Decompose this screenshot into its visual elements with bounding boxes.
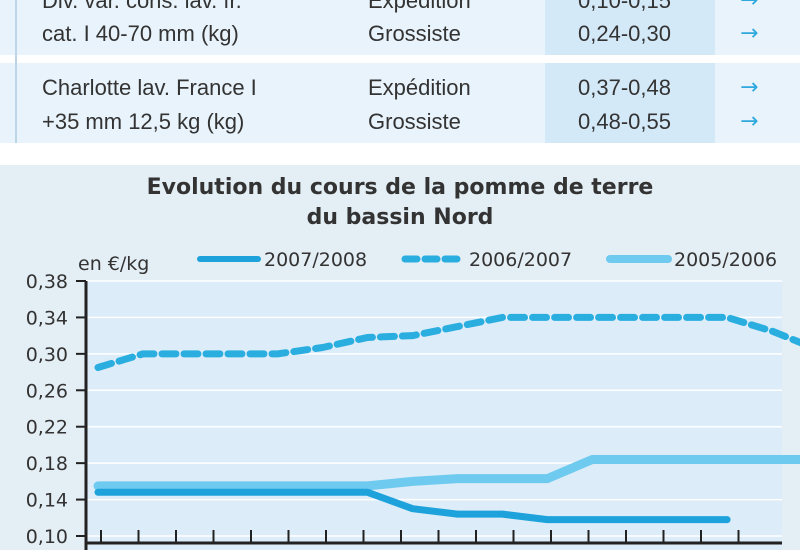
price-table: Div. var. cons. lav. fr. cat. I 40-70 mm… <box>0 0 800 150</box>
y-tick-label: 0,22 <box>26 417 68 439</box>
legend-label: 2006/2007 <box>469 249 572 271</box>
y-tick-labels: 0,38 0,34 0,30 0,26 0,22 0,18 0,14 0,10 <box>26 271 68 548</box>
stage-label: Expédition <box>368 75 471 100</box>
row-divider <box>0 55 800 63</box>
table-left-border <box>15 0 17 143</box>
product-line: +35 mm 12,5 kg (kg) <box>42 109 245 134</box>
price-range: 0,37-0,48 <box>578 75 671 100</box>
series <box>93 313 800 524</box>
plot-area <box>86 281 782 550</box>
trend-column-bg <box>715 0 800 150</box>
trend-arrow-icon: → <box>740 75 759 100</box>
chart-title-line-1: Evolution du cours de la pomme de terre <box>146 175 654 200</box>
trend-arrow-icon: → <box>740 109 759 134</box>
legend-label: 2005/2006 <box>674 249 777 271</box>
legend: 2007/2008 2006/2007 2005/2006 <box>197 249 777 271</box>
stage-column-bg <box>320 0 545 150</box>
price-range: 0,48-0,55 <box>578 109 671 134</box>
trend-arrow-icon: → <box>740 21 759 46</box>
price-range: 0,10-0,15 <box>578 0 671 13</box>
product-line: Charlotte lav. France I <box>42 75 257 100</box>
legend-label: 2007/2008 <box>264 249 367 271</box>
product-line: cat. I 40-70 mm (kg) <box>42 21 239 46</box>
product-line: Div. var. cons. lav. fr. <box>42 0 242 13</box>
y-tick-label: 0,14 <box>26 490 68 512</box>
y-tick-label: 0,38 <box>26 271 68 293</box>
trend-arrow-icon: → <box>740 0 759 13</box>
price-column-bg <box>545 0 715 150</box>
row-divider <box>0 143 800 150</box>
y-tick-label: 0,10 <box>26 526 68 548</box>
y-tick-label: 0,26 <box>26 380 68 402</box>
y-tick-label: 0,18 <box>26 453 68 475</box>
axes <box>76 280 782 550</box>
y-axis-label: en €/kg <box>78 253 149 275</box>
stage-label: Grossiste <box>368 21 461 46</box>
stage-label: Grossiste <box>368 109 461 134</box>
chart-title-line-2: du bassin Nord <box>306 205 494 230</box>
y-tick-label: 0,34 <box>26 307 68 329</box>
price-range: 0,24-0,30 <box>578 21 671 46</box>
stage-label: Expédition <box>368 0 471 13</box>
y-tick-label: 0,30 <box>26 344 68 366</box>
